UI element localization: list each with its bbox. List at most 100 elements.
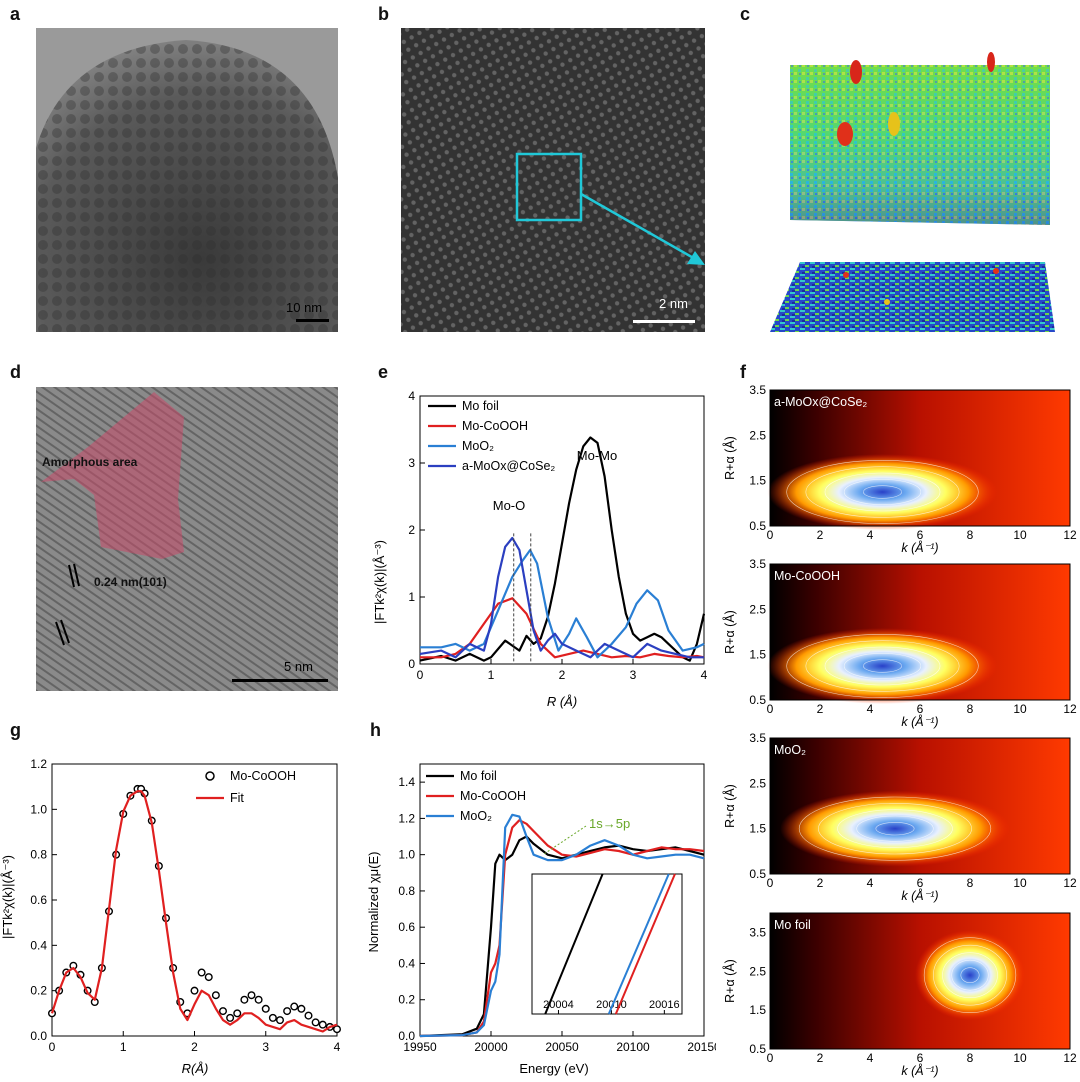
chart-h-series-line (419, 819, 705, 1038)
chart-f-xtick-label: 10 (1013, 876, 1027, 890)
chart-f-ylabel: R+α (Å) (722, 959, 737, 1003)
chart-f-contour (960, 967, 980, 983)
chart-f-contour (951, 959, 989, 991)
chart-f-subplot-label: MoO₂ (774, 743, 806, 757)
chart-f-contour (843, 479, 922, 505)
panel-label-h: h (370, 720, 381, 740)
chart-f-xlabel: k (Å⁻¹) (901, 1063, 938, 1078)
chart-h-inset-line (607, 873, 670, 1015)
chart-g-legend: Mo-CoOOH Fit (196, 769, 296, 805)
chart-g-point (283, 1007, 292, 1016)
chart-f-heatmap-peak (915, 930, 1025, 1021)
chart-e-ytick-label: 3 (408, 456, 415, 470)
chart-f-subplot-label: Mo-CoOOH (774, 569, 840, 583)
chart-e-annotation-momo: Mo-Mo (577, 448, 617, 463)
chart-f-xtick-label: 0 (767, 876, 774, 890)
chart-f-xtick-label: 6 (917, 1051, 924, 1065)
chart-e-xtick-label: 4 (701, 668, 708, 682)
chart-e-legend-label: MoO₂ (462, 439, 494, 453)
chart-f-contour (824, 646, 941, 686)
chart-f-contour (923, 937, 1017, 1013)
chart-g-point (297, 1004, 306, 1013)
chart-f-contour (824, 472, 941, 512)
chart-g-point (276, 1016, 285, 1025)
panel-label-f: f (740, 362, 746, 382)
chart-f-ylabel: R+α (Å) (722, 436, 737, 480)
panel-label-d: d (10, 362, 21, 382)
scale-label-b: 2 nm (659, 296, 688, 311)
chart-f-xtick-label: 6 (917, 876, 924, 890)
chart-e-ytick-label: 2 (408, 523, 415, 537)
chart-h-ylabel: Normalized χμ(E) (366, 852, 381, 953)
chart-f-xtick-label: 8 (967, 876, 974, 890)
chart-h-series-line (419, 813, 705, 1038)
chart-f-ytick-label: 1.5 (749, 474, 766, 488)
chart-h-ytick-label: 0.8 (398, 884, 415, 898)
chart-g-point (318, 1020, 327, 1029)
scale-bar-b (633, 320, 695, 323)
chart-f-heatmap-peak (767, 454, 998, 530)
chart-h-xtick-label: 20100 (616, 1040, 650, 1054)
chart-e-legend-label: a-MoOx@CoSe₂ (462, 459, 555, 473)
hrtem-image-b: 2 nm (401, 28, 705, 332)
chart-h-legend-label: Mo foil (460, 769, 497, 783)
chart-h-xtick-label: 20000 (474, 1040, 508, 1054)
chart-f-subplot-label: a-MoOx@CoSe₂ (774, 395, 867, 409)
surface-plot-c (770, 40, 1070, 340)
chart-f-ytick-label: 0.5 (749, 1042, 766, 1056)
tem-image-a-graphic (36, 28, 338, 332)
chart-f-ylabel: R+α (Å) (722, 784, 737, 828)
chart-g-xtick-label: 4 (334, 1040, 341, 1054)
hrtem-image-d: Amorphous area 0.24 nm(101) 5 nm (36, 387, 338, 691)
chart-f-xtick-label: 10 (1013, 528, 1027, 542)
chart-g-point (211, 991, 220, 1000)
chart-e-legend-label: Mo-CoOOH (462, 419, 528, 433)
chart-h-legend-label: MoO₂ (460, 809, 492, 823)
chart-f-contour (843, 653, 922, 679)
chart-f-subplot: Mo-CoOOH 0 2 4 6 8 10 12 0.5 1.5 2.5 3.5 k (Å⁻¹) R+α … (722, 557, 1077, 729)
chart-f-contour (856, 815, 934, 842)
chart-e-ytick-label: 1 (408, 590, 415, 604)
chart-f-subplot: MoO₂ 0 2 4 6 8 10 12 0.5 1.5 2.5 3.5 k (Å⁻¹) R+α (Å) (722, 731, 1077, 903)
chart-f-xlabel: k (Å⁻¹) (901, 540, 938, 555)
chart-h-inset-line (614, 873, 676, 1015)
chart-e-frame (419, 395, 705, 665)
hrtem-image-b-graphic (401, 28, 705, 332)
chart-f-xtick-label: 6 (917, 528, 924, 542)
chart-f-xtick-label: 6 (917, 702, 924, 716)
chart-f-ytick-label: 2.5 (749, 602, 766, 616)
chart-g-xtick-label: 3 (262, 1040, 269, 1054)
chart-f-contour (863, 485, 902, 499)
chart-g-ytick-label: 1.2 (30, 757, 47, 771)
chart-e-series-line (420, 549, 705, 659)
chart-g-legend-swatch (205, 771, 215, 781)
chart-g-xtick-label: 1 (120, 1040, 127, 1054)
chart-f-ytick-label: 3.5 (749, 925, 766, 939)
chart-f-xtick-label: 2 (817, 528, 824, 542)
chart-f-xtick-label: 10 (1013, 702, 1027, 716)
chart-f-ytick-label: 3.5 (749, 383, 766, 397)
chart-f-ytick-label: 0.5 (749, 519, 766, 533)
chart-f-xtick-label: 2 (817, 702, 824, 716)
chart-e-series-line (420, 597, 705, 659)
panel-label-c: c (740, 4, 751, 24)
chart-h-legend-label: Mo-CoOOH (460, 789, 526, 803)
chart-f-contour (863, 659, 902, 673)
chart-f-xtick-label: 8 (967, 528, 974, 542)
chart-e: 0 1 2 3 4 0 1 2 3 4 |FTk²χ(k)|(Å⁻³) R (Å) Mo-Mo M… (372, 389, 708, 709)
chart-e-series-line (419, 436, 706, 662)
scale-label-d: 5 nm (284, 659, 313, 674)
chart-e-legend-label: Mo foil (462, 399, 499, 413)
chart-e-xtick-label: 1 (488, 668, 495, 682)
chart-g-point (190, 986, 199, 995)
chart-f-contour (942, 952, 998, 998)
chart-g-point (333, 1025, 342, 1034)
chart-e-xtick-label: 0 (417, 668, 424, 682)
chart-f-xtick-label: 4 (867, 702, 874, 716)
chart-f-subplot: Mo foil 0 2 4 6 8 10 12 0.5 1.5 2.5 3.5 k (Å⁻¹) R+α (… (722, 912, 1077, 1078)
chart-g-legend-label: Mo-CoOOH (230, 769, 296, 783)
chart-e-xlabel: R (Å) (547, 694, 577, 709)
chart-g-point (233, 1009, 242, 1018)
